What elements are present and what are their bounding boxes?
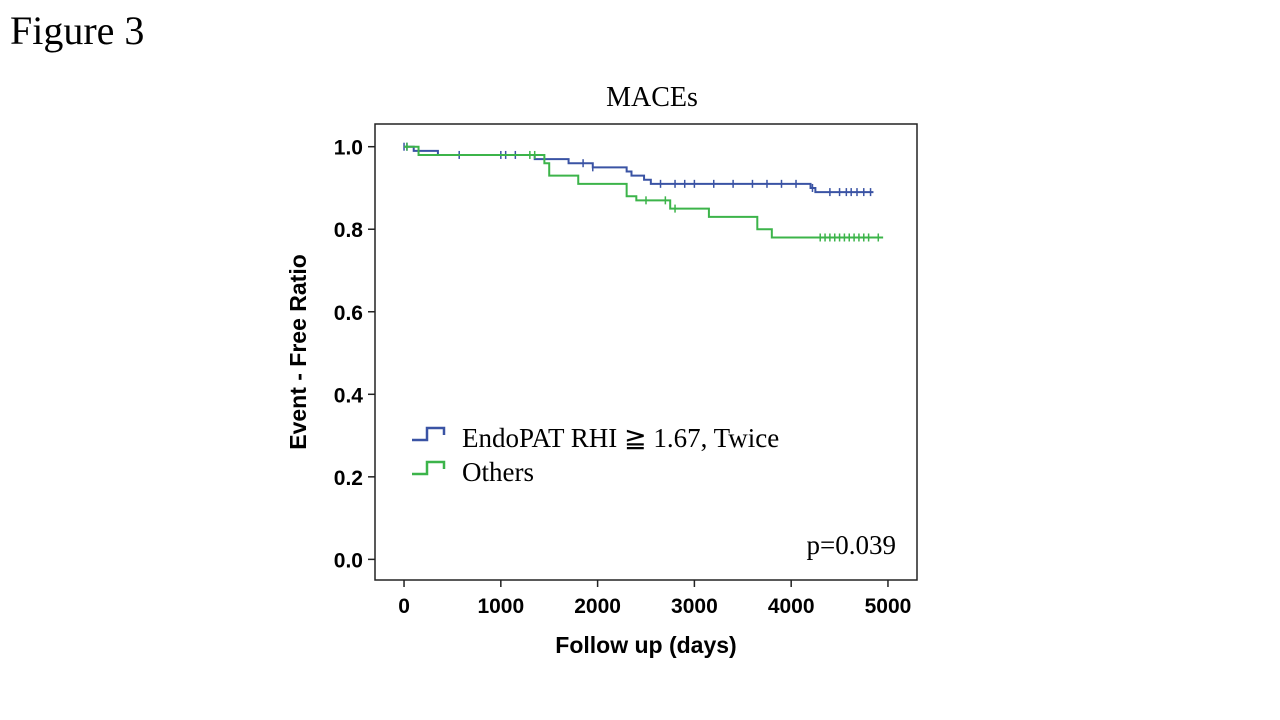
km-curve-series-0: [404, 145, 874, 194]
legend-swatch-blue: [412, 426, 446, 442]
legend-swatch-green: [412, 460, 446, 476]
x-tick-label: 0: [398, 595, 410, 618]
km-curve-series-1: [404, 145, 884, 239]
p-value-annotation: p=0.039: [807, 530, 896, 560]
chart-title: MACEs: [606, 82, 698, 113]
y-axis-label: Event - Free Ratio: [285, 254, 311, 450]
figure-label: Figure 3: [10, 8, 145, 53]
y-tick-label: 0.8: [334, 219, 364, 242]
x-tick-label: 4000: [768, 595, 815, 618]
curves: [403, 142, 884, 242]
x-tick-label: 2000: [574, 595, 621, 618]
y-tick-label: 0.4: [334, 384, 364, 407]
x-axis-label: Follow up (days): [555, 632, 736, 658]
legend-label-blue: EndoPAT RHI ≧ 1.67, Twice: [462, 423, 779, 453]
y-tick-label: 0.6: [334, 302, 363, 325]
x-tick-label: 5000: [865, 595, 912, 618]
y-tick-label: 1.0: [334, 137, 363, 160]
legend-label-green: Others: [462, 457, 534, 487]
plot-frame: [374, 123, 918, 581]
x-tick-label: 1000: [477, 595, 524, 618]
y-tick-label: 0.0: [334, 549, 363, 572]
axes: 0 1000 2000 3000 4000 5000 0.0 0.2 0.4 0.6 0.8 1.0: [334, 137, 912, 618]
legend: EndoPAT RHI ≧ 1.67, Twice Others: [412, 423, 779, 487]
y-tick-label: 0.2: [334, 467, 363, 490]
x-tick-label: 3000: [671, 595, 718, 618]
